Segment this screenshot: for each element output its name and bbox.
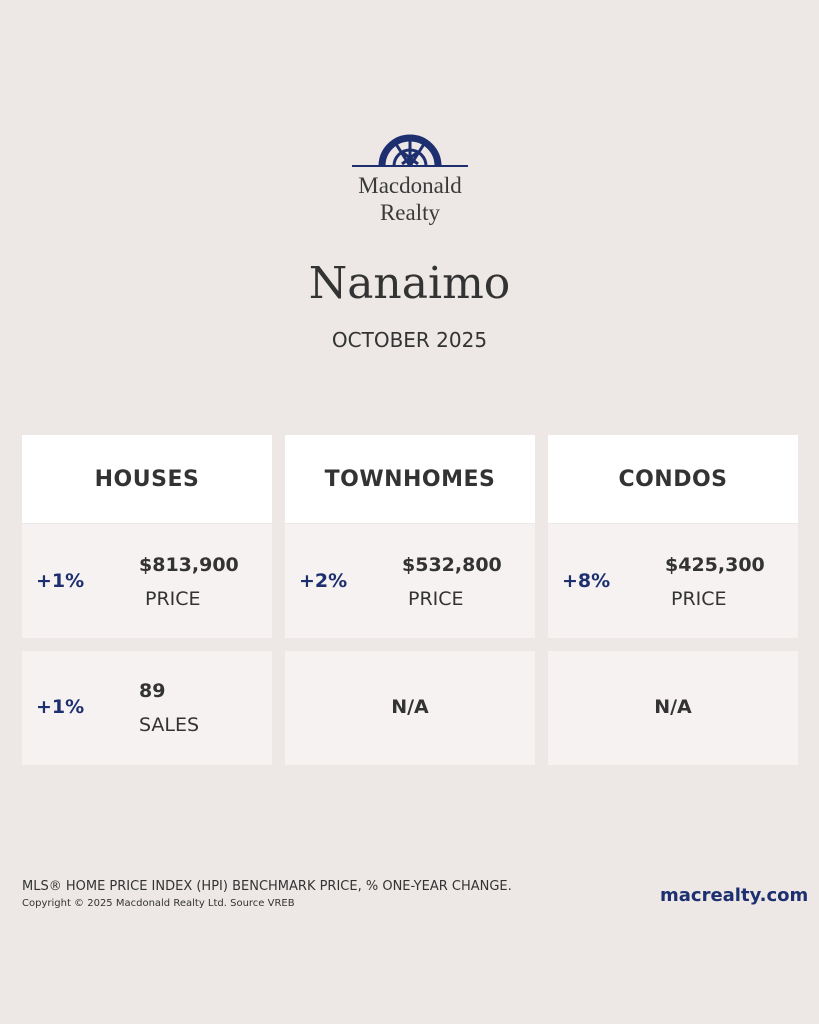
sales-value: 89 [139, 680, 166, 702]
price-label: PRICE [145, 588, 201, 610]
column: CONDOS +8% $425,300 PRICE N/A [548, 435, 798, 765]
logo-line: Macdonald [358, 173, 462, 198]
sales-cell: +1% 89 SALES [22, 651, 272, 765]
column: HOUSES +1% $813,900 PRICE +1% 89 SALES [22, 435, 272, 765]
price-value: $532,800 [402, 554, 502, 576]
column-heading: CONDOS [548, 435, 798, 523]
price-cell: +8% $425,300 PRICE [548, 524, 798, 638]
sales-change: +1% [36, 696, 85, 718]
price-cell: +1% $813,900 PRICE [22, 524, 272, 638]
sales-label: SALES [139, 714, 200, 736]
website: macrealty.com [660, 885, 809, 906]
sales-cell: N/A [548, 651, 798, 765]
price-value: $813,900 [139, 554, 239, 576]
price-label: PRICE [671, 588, 727, 610]
price-value: $425,300 [665, 554, 765, 576]
column: TOWNHOMES +2% $532,800 PRICE N/A [285, 435, 535, 765]
subtitle: OCTOBER 2025 [331, 328, 488, 352]
sales-na: N/A [391, 696, 429, 718]
logo-mark [352, 134, 468, 167]
column-heading: HOUSES [22, 435, 272, 523]
price-cell: +2% $532,800 PRICE [285, 524, 535, 638]
title: Nanaimo [308, 258, 511, 309]
price-label: PRICE [408, 588, 464, 610]
column-heading: TOWNHOMES [285, 435, 535, 523]
logo-text: Macdonald Realty [300, 172, 520, 226]
sales-na: N/A [654, 696, 692, 718]
logo-line: Realty [379, 200, 441, 225]
footer-copyright: Copyright © 2025 Macdonald Realty Ltd. S… [22, 898, 295, 909]
price-change: +1% [36, 570, 85, 592]
sales-cell: N/A [285, 651, 535, 765]
price-change: +8% [562, 570, 611, 592]
price-change: +2% [299, 570, 348, 592]
footer-note: MLS® HOME PRICE INDEX (HPI) BENCHMARK PR… [22, 879, 512, 894]
